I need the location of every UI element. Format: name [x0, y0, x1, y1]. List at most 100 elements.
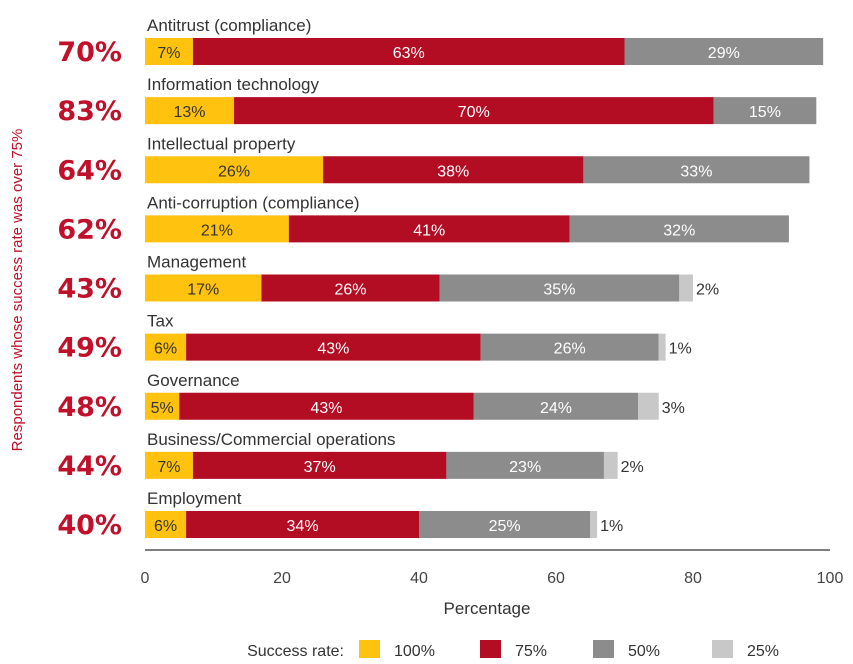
data-label: 6% — [154, 341, 177, 358]
category-label: Anti-corruption (compliance) — [147, 193, 360, 212]
data-label: 34% — [287, 518, 319, 535]
bar-segment — [145, 97, 235, 125]
data-label: 41% — [413, 222, 445, 239]
bar-row: Governance 48% 5% 43% 24% 3% — [57, 371, 685, 423]
bar-segment — [679, 274, 693, 302]
bar-segment — [473, 392, 639, 420]
bar-segment — [583, 156, 810, 184]
data-label: 63% — [393, 45, 425, 62]
bar-segment — [713, 97, 817, 125]
x-tick-label: 80 — [684, 570, 702, 587]
bar-segment — [186, 333, 481, 361]
bar-segment — [145, 215, 289, 243]
x-tick-label: 100 — [817, 570, 844, 587]
data-label: 35% — [543, 282, 575, 299]
bar-segment — [145, 511, 187, 538]
category-label: Management — [147, 253, 247, 272]
category-label: Business/Commercial operations — [147, 430, 396, 449]
x-tick-label: 40 — [410, 570, 428, 587]
bars-group: Antitrust (compliance) 70% 7% 63% 29% Informa… — [57, 16, 824, 541]
bar-row: Information technology 83% 13% 70% 15% — [57, 75, 817, 127]
bar-segment — [145, 392, 180, 420]
bar-segment — [590, 511, 598, 538]
legend-label: 75% — [515, 643, 547, 660]
category-label: Intellectual property — [147, 134, 296, 153]
x-tick-label: 60 — [547, 570, 565, 587]
data-label: 24% — [540, 400, 572, 417]
y-axis-title: Respondents whose success rate was over … — [9, 129, 26, 452]
data-label: 7% — [157, 45, 180, 62]
data-label: 1% — [600, 518, 623, 535]
category-label: Antitrust (compliance) — [147, 16, 311, 35]
data-label: 33% — [680, 163, 712, 180]
x-axis-title: Percentage — [444, 599, 531, 618]
bar-row: Intellectual property 64% 26% 38% 33% — [57, 134, 810, 186]
data-label: 15% — [749, 104, 781, 121]
bar-segment — [446, 451, 604, 479]
data-label: 43% — [311, 400, 343, 417]
data-label: 1% — [669, 341, 692, 358]
legend-swatch — [480, 640, 501, 658]
legend: Success rate: 100% 75% 50% 25% — [247, 640, 779, 660]
summary-value: 44% — [57, 451, 122, 482]
data-label: 5% — [151, 400, 174, 417]
bar-segment — [261, 274, 440, 302]
bar-segment — [624, 38, 824, 65]
bar-row: Employment 40% 6% 34% 25% 1% — [57, 489, 623, 541]
data-label: 37% — [304, 459, 336, 476]
legend-swatch — [359, 640, 380, 658]
bar-segment — [323, 156, 584, 184]
data-label: 7% — [157, 459, 180, 476]
bar-segment — [192, 38, 625, 65]
data-label: 13% — [174, 104, 206, 121]
bar-segment — [179, 392, 474, 420]
legend-label: 100% — [394, 643, 435, 660]
category-label: Tax — [147, 312, 174, 331]
bar-row: Anti-corruption (compliance) 62% 21% 41% 32% — [57, 193, 789, 245]
bar-row: Management 43% 17% 26% 35% 2% — [57, 253, 719, 305]
summary-value: 48% — [57, 392, 122, 423]
legend-label: 50% — [628, 643, 660, 660]
data-label: 26% — [334, 282, 366, 299]
bar-segment — [638, 392, 659, 420]
bar-segment — [145, 156, 324, 184]
summary-value: 64% — [57, 155, 122, 186]
summary-value: 43% — [57, 274, 122, 305]
bar-row: Antitrust (compliance) 70% 7% 63% 29% — [57, 16, 824, 68]
bar-segment — [480, 333, 659, 361]
bar-row: Business/Commercial operations 44% 7% 37% 23… — [57, 430, 643, 482]
bar-segment — [658, 333, 666, 361]
data-label: 6% — [154, 518, 177, 535]
data-label: 21% — [201, 222, 233, 239]
data-label: 26% — [218, 163, 250, 180]
category-label: Governance — [147, 371, 240, 390]
bar-segment — [145, 333, 187, 361]
summary-value: 70% — [57, 37, 122, 68]
category-label: Employment — [147, 489, 242, 508]
x-ticks: 0 20 40 60 80 100 — [141, 570, 844, 587]
bar-segment — [569, 215, 789, 243]
data-label: 26% — [554, 341, 586, 358]
bar-segment — [234, 97, 714, 125]
legend-title: Success rate: — [247, 643, 344, 660]
bar-segment — [145, 38, 193, 65]
bar-segment — [288, 215, 570, 243]
summary-value: 83% — [57, 96, 122, 127]
bar-segment — [145, 274, 262, 302]
legend-label: 25% — [747, 643, 779, 660]
data-label: 17% — [187, 282, 219, 299]
data-label: 3% — [662, 400, 685, 417]
data-label: 23% — [509, 459, 541, 476]
data-label: 29% — [708, 45, 740, 62]
legend-swatch — [712, 640, 733, 658]
bar-segment — [603, 451, 618, 479]
x-tick-label: 20 — [273, 570, 291, 587]
bar-segment — [186, 511, 419, 538]
data-label: 32% — [663, 222, 695, 239]
summary-value: 49% — [57, 333, 122, 364]
bar-segment — [439, 274, 680, 302]
category-label: Information technology — [147, 75, 319, 94]
data-label: 70% — [458, 104, 490, 121]
data-label: 43% — [317, 341, 349, 358]
